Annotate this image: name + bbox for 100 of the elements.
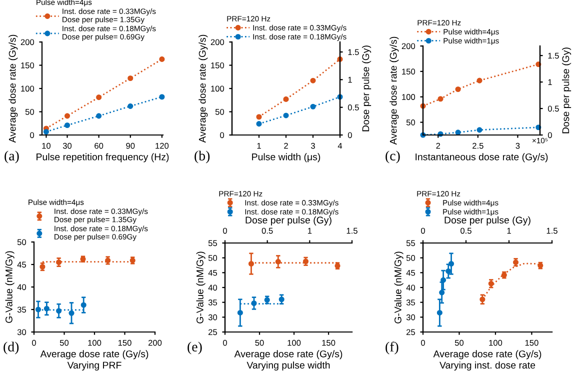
point bbox=[283, 96, 289, 102]
y-tick-label: 45 bbox=[208, 270, 218, 276]
y-tick-label: 150 bbox=[402, 68, 416, 75]
y-tick-label: 50 bbox=[406, 119, 416, 126]
point bbox=[64, 113, 70, 119]
y-axis-title: G-Value (nM/Gy) bbox=[394, 252, 404, 324]
y2-tick-label: 1 bbox=[548, 79, 552, 86]
x-tick-label: 150 bbox=[322, 340, 336, 346]
text: Varying inst. dose rate bbox=[440, 361, 536, 371]
point bbox=[96, 94, 102, 100]
point bbox=[64, 122, 70, 128]
x-tick-label: 90 bbox=[126, 142, 135, 149]
text: Varying pulse width bbox=[246, 361, 330, 371]
x-tick-label: 100 bbox=[288, 340, 301, 346]
x-axis-title: Pulse repetition frequency (Hz) bbox=[36, 153, 169, 162]
x-tick-label: 10 bbox=[42, 142, 51, 149]
point bbox=[43, 128, 49, 135]
point bbox=[96, 113, 102, 119]
x-tick-label: 2 bbox=[284, 142, 288, 149]
x-axis-title: Pulse width (μs) bbox=[252, 153, 320, 162]
y-tick-label: 25 bbox=[406, 329, 416, 336]
point bbox=[44, 306, 50, 312]
y-tick-label: 40 bbox=[17, 284, 26, 290]
point bbox=[80, 302, 86, 308]
y-tick-label: 200 bbox=[402, 43, 416, 50]
x-tick-label: 60 bbox=[94, 142, 104, 149]
point bbox=[302, 258, 309, 264]
x2-tick-label: 0.5 bbox=[262, 228, 273, 234]
y-axis-title: G-Value (nM/Gy) bbox=[196, 252, 206, 324]
x2-tick-label: 1 bbox=[308, 228, 312, 234]
y-tick-label: 50 bbox=[406, 255, 416, 261]
x2-tick-label: 1 bbox=[507, 228, 511, 234]
point bbox=[159, 94, 165, 100]
y2-axis-title: Dose per pulse (Gy) bbox=[362, 46, 372, 132]
x-axis-title: Average dose rate (Gy/s) bbox=[433, 350, 542, 360]
y2-tick-label: 0.5 bbox=[548, 106, 559, 112]
y-tick-label: 100 bbox=[211, 86, 224, 92]
text: Varying PRF bbox=[67, 361, 122, 371]
x-tick-label: 1 bbox=[257, 142, 261, 149]
point bbox=[237, 310, 243, 316]
x-tick-label: 50 bbox=[454, 340, 464, 346]
x-tick-label: 0 bbox=[421, 340, 425, 346]
text: (c) bbox=[386, 150, 400, 164]
y-tick-label: 150 bbox=[21, 62, 34, 68]
y-tick-label: 200 bbox=[20, 39, 34, 46]
x-axis-title: Average dose rate (Gy/s) bbox=[40, 350, 148, 360]
y-tick-label: 150 bbox=[211, 62, 224, 68]
y-tick-label: 0 bbox=[220, 132, 224, 138]
text: (b) bbox=[194, 150, 210, 164]
x-tick-label: 200 bbox=[148, 340, 162, 346]
point bbox=[455, 86, 461, 92]
y2-tick-label: 1 bbox=[348, 76, 352, 83]
x-tick-label: 150 bbox=[525, 340, 538, 346]
y-axis-title: Average dose rate (Gy/s) bbox=[390, 36, 399, 145]
y2-tick-label: 0.5 bbox=[348, 104, 359, 110]
x-tick-label: 100 bbox=[88, 340, 102, 346]
y-tick-label: 50 bbox=[215, 108, 224, 115]
text: (a) bbox=[4, 150, 19, 164]
y2-axis-title: Dose per pulse (Gy) bbox=[562, 48, 572, 134]
x2-tick-label: 0 bbox=[421, 228, 425, 234]
y-tick-label: 25 bbox=[208, 329, 218, 336]
x2-tick-label: 1.5 bbox=[546, 228, 558, 234]
y2-tick-label: 0 bbox=[548, 132, 552, 138]
y-tick-label: 50 bbox=[25, 108, 34, 115]
y-tick-label: 100 bbox=[402, 94, 416, 100]
x-tick-label: 30 bbox=[62, 142, 72, 149]
point bbox=[310, 78, 316, 84]
x2-tick-label: 1.5 bbox=[346, 228, 358, 234]
x2-axis-title: Dose per pulse (Gy) bbox=[444, 216, 530, 226]
x-tick-label: 4 bbox=[338, 142, 342, 149]
x-tick-label: 3 bbox=[516, 142, 520, 149]
y-tick-label: 35 bbox=[406, 300, 416, 306]
point bbox=[68, 310, 74, 316]
y-tick-label: 0 bbox=[30, 132, 34, 138]
y-tick-label: 30 bbox=[208, 314, 218, 320]
point bbox=[476, 78, 482, 84]
y-tick-label: 50 bbox=[208, 255, 218, 261]
x-tick-label: 50 bbox=[60, 340, 69, 346]
x-tick-label: 2 bbox=[436, 142, 440, 149]
y-axis-title: G-Value (nM/Gy) bbox=[5, 251, 14, 323]
x-axis-title: Instantaneous dose rate (Gy/s) bbox=[416, 153, 548, 162]
x-tick-label: 50 bbox=[255, 340, 264, 346]
y-tick-label: 200 bbox=[210, 39, 224, 46]
y-tick-label: 40 bbox=[406, 284, 416, 291]
point bbox=[438, 96, 444, 102]
point bbox=[476, 127, 482, 133]
y-tick-label: 35 bbox=[208, 300, 218, 306]
point bbox=[256, 114, 262, 120]
point bbox=[248, 260, 254, 267]
point bbox=[310, 104, 316, 110]
point bbox=[35, 306, 42, 312]
text: (d) bbox=[4, 342, 19, 354]
y-axis-title: Average dose rate (Gy/s) bbox=[8, 34, 18, 143]
point bbox=[436, 310, 442, 316]
x2-tick-label: 0.5 bbox=[460, 228, 472, 234]
y2-tick-label: 1.5 bbox=[348, 49, 359, 56]
y-tick-label: 35 bbox=[17, 306, 26, 313]
point bbox=[128, 75, 134, 82]
y-tick-label: 45 bbox=[406, 270, 416, 276]
y-tick-label: 30 bbox=[406, 314, 416, 320]
